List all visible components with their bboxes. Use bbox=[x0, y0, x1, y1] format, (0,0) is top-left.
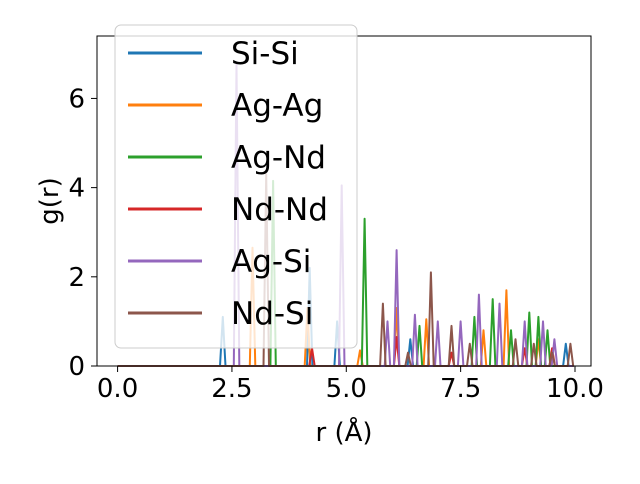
x-tick-label: 10.0 bbox=[546, 374, 604, 404]
y-tick-label: 0 bbox=[68, 352, 85, 382]
x-axis-ticks: 0.0 2.5 5.0 7.5 10.0 bbox=[97, 366, 604, 404]
legend-label: Nd-Nd bbox=[231, 192, 328, 228]
legend-label: Ag-Ag bbox=[231, 88, 323, 124]
legend-label: Si-Si bbox=[231, 36, 299, 72]
y-tick-label: 4 bbox=[68, 174, 85, 204]
legend-label: Nd-Si bbox=[231, 296, 313, 332]
legend-label: Ag-Si bbox=[231, 244, 311, 280]
x-tick-label: 2.5 bbox=[211, 374, 252, 404]
x-tick-label: 0.0 bbox=[97, 374, 138, 404]
y-tick-label: 6 bbox=[68, 84, 85, 114]
y-axis-label: g(r) bbox=[35, 177, 65, 224]
y-tick-label: 2 bbox=[68, 263, 85, 293]
legend-label: Ag-Nd bbox=[231, 140, 326, 176]
x-axis-label: r (Å) bbox=[315, 416, 372, 448]
x-tick-label: 5.0 bbox=[326, 374, 367, 404]
y-axis-ticks: 0 2 4 6 bbox=[68, 84, 97, 382]
legend: Si-Si Ag-Ag Ag-Nd Nd-Nd Ag-Si Nd-Si bbox=[115, 25, 357, 348]
x-tick-label: 7.5 bbox=[440, 374, 481, 404]
